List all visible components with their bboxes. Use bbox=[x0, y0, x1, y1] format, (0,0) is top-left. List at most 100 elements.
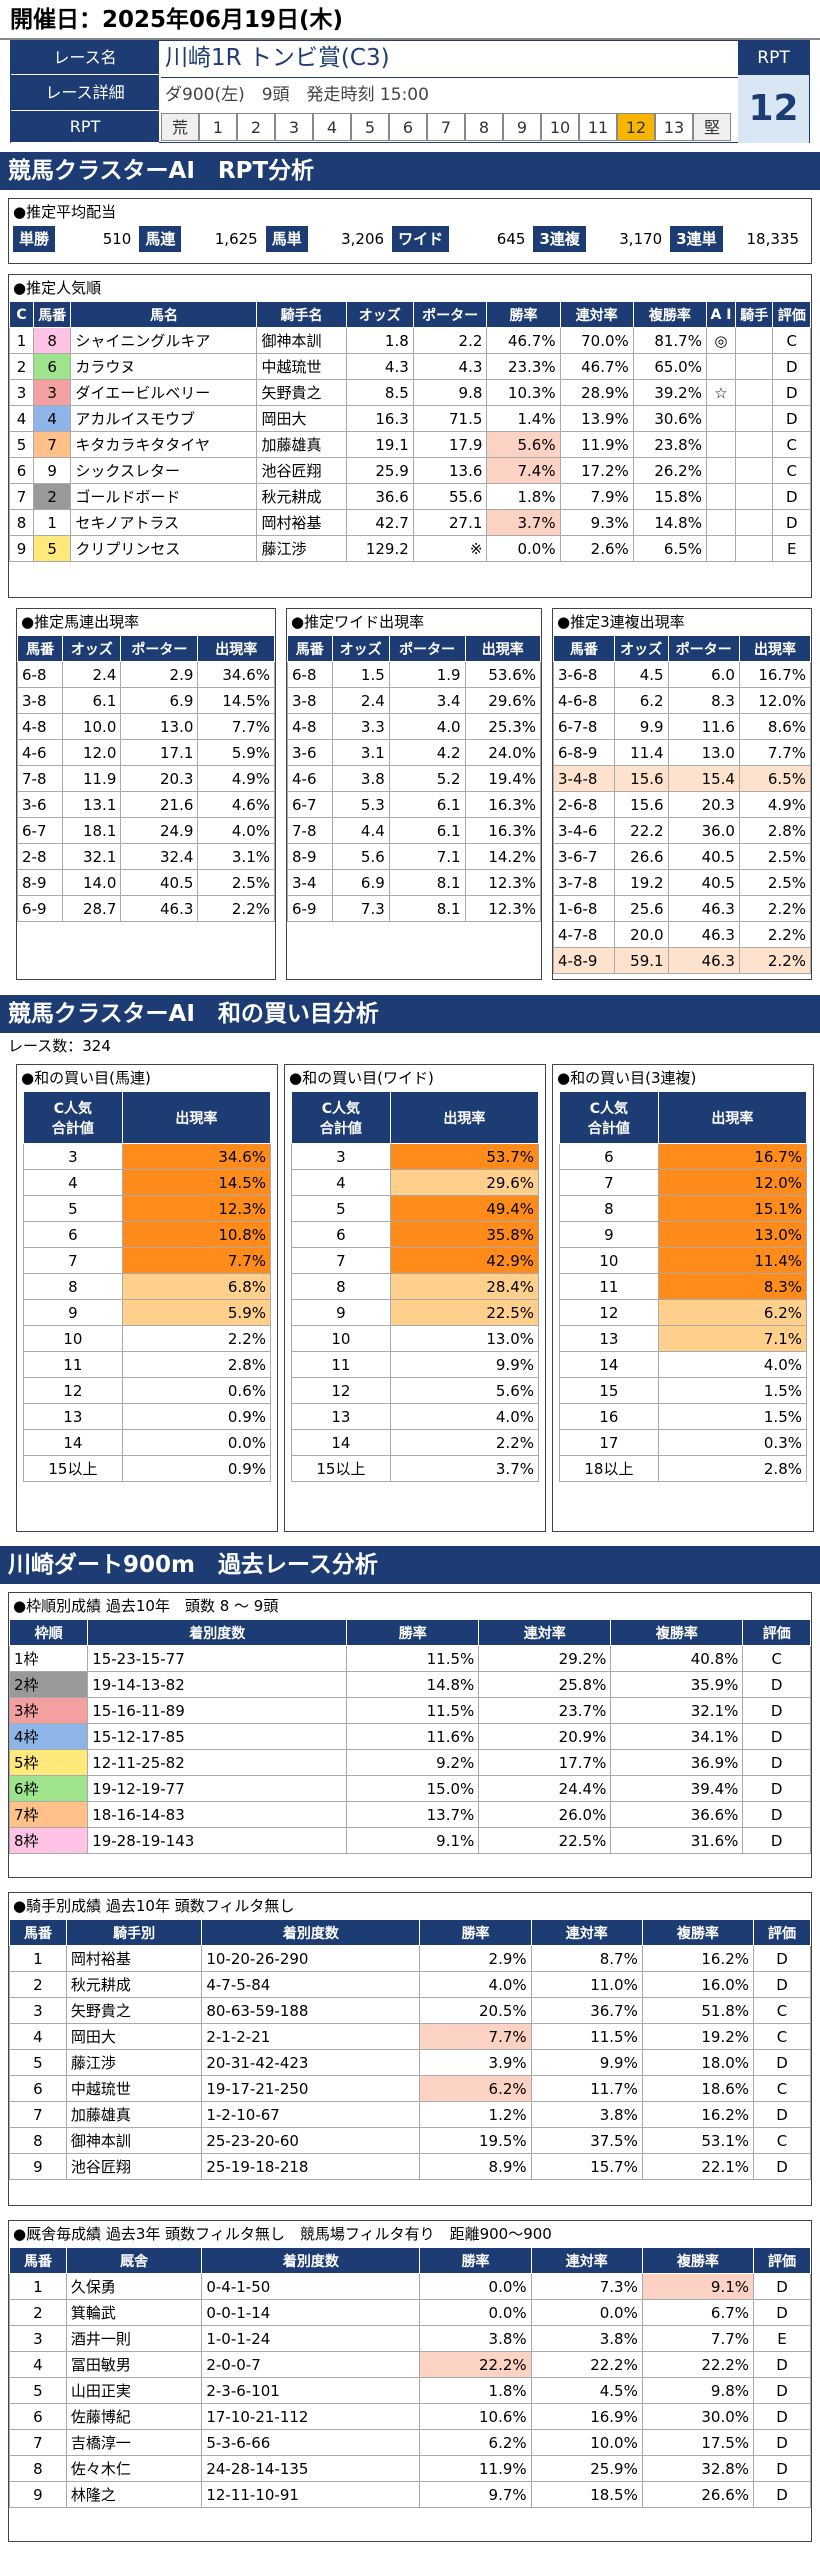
table-cell: 7 bbox=[32, 431, 72, 458]
table-cell: 24.0% bbox=[464, 739, 542, 766]
column-header: 馬番 bbox=[16, 635, 64, 662]
waku-table: 枠順 着別度数 勝率 連対率 複勝率 評価 1枠 15-23-15-77 11.5% 29.2% 4… bbox=[8, 1619, 811, 1854]
trio-caption: ●推定3連複出現率 bbox=[557, 613, 685, 631]
table-cell: 12.3% bbox=[464, 869, 542, 896]
table-row: 3 53.7% bbox=[291, 1143, 540, 1170]
column-header: 勝率 bbox=[419, 1919, 532, 1946]
rpt-scale: 荒 1 2 3 4 5 6 7 8 9 10 11 12 13 堅 bbox=[161, 113, 731, 143]
table-cell: 5-3-6-66 bbox=[201, 2429, 421, 2456]
table-row: 5枠 12-11-25-82 9.2% 17.7% 36.9% D bbox=[8, 1749, 811, 1776]
table-row: 18以上 2.8% bbox=[559, 1455, 808, 1482]
table-cell: 19.2% bbox=[641, 2023, 755, 2050]
table-row: 3枠 15-16-11-89 11.5% 23.7% 32.1% D bbox=[8, 1697, 811, 1724]
table-cell: 6 bbox=[9, 2075, 67, 2102]
table-cell: 19.5% bbox=[419, 2127, 532, 2154]
column-header: ポーター bbox=[388, 635, 466, 662]
table-cell: 35.8% bbox=[389, 1221, 540, 1248]
table-cell: 3.4 bbox=[388, 687, 466, 714]
table-cell: 16.7% bbox=[738, 661, 812, 688]
table-cell: 4.0% bbox=[657, 1351, 808, 1378]
table-cell: 11 bbox=[291, 1351, 391, 1378]
table-cell: 12.0% bbox=[738, 687, 812, 714]
table-cell: アカルイスモウブ bbox=[70, 405, 258, 432]
column-header: A I bbox=[705, 301, 736, 328]
header-line: 合計値 bbox=[587, 1120, 630, 1137]
table-cell: 3 bbox=[32, 379, 72, 406]
table-cell: 129.2 bbox=[345, 535, 414, 562]
table-cell: 36.7% bbox=[530, 1997, 643, 2024]
table-cell: 2.2% bbox=[738, 947, 812, 974]
table-cell: 久保勇 bbox=[65, 2273, 203, 2300]
header-line: C人気 bbox=[321, 1100, 361, 1117]
table-cell: 4-7-5-84 bbox=[201, 1971, 421, 1998]
table-cell: D bbox=[742, 1723, 811, 1750]
race-detail: ダ900(左) 9頭 発走時刻 15:00 bbox=[161, 77, 739, 111]
table-cell: 25-19-18-218 bbox=[201, 2153, 421, 2180]
table-row: 13 0.9% bbox=[23, 1403, 272, 1430]
column-header: 騎手 bbox=[734, 301, 774, 328]
table-cell: 9.7% bbox=[419, 2481, 532, 2508]
table-cell: 15.7% bbox=[530, 2153, 643, 2180]
table-cell: 2枠 bbox=[8, 1671, 89, 1698]
table-row: 4-6 3.8 5.2 19.4% bbox=[287, 765, 542, 792]
table-cell: 1.9 bbox=[388, 661, 466, 688]
table-cell: 4-8 bbox=[16, 713, 64, 740]
table-cell: 9.2% bbox=[346, 1749, 480, 1776]
table-cell: 8 bbox=[559, 1195, 659, 1222]
table-cell: 39.4% bbox=[610, 1775, 744, 1802]
table-cell: 30.6% bbox=[632, 405, 707, 432]
table-row: 9 5.9% bbox=[23, 1299, 272, 1326]
table-row: 3 矢野貴之 80-63-59-188 20.5% 36.7% 51.8% C bbox=[9, 1997, 811, 2024]
table-cell: 13.0 bbox=[120, 713, 199, 740]
table-cell: 17.2% bbox=[559, 457, 634, 484]
rpt-scale-cell: 5 bbox=[351, 113, 389, 141]
table-cell: 17.1 bbox=[120, 739, 199, 766]
table-cell: C bbox=[753, 2127, 811, 2154]
table-row: 1-6-8 25.6 46.3 2.2% bbox=[553, 895, 812, 922]
table-cell: 22.2% bbox=[419, 2351, 532, 2378]
table-cell: 4-6 bbox=[16, 739, 64, 766]
table-cell: 9.9% bbox=[530, 2049, 643, 2076]
table-cell: 3.8% bbox=[419, 2325, 532, 2352]
rpt-scale-cell: 7 bbox=[427, 113, 465, 141]
table-row: 7 7.7% bbox=[23, 1247, 272, 1274]
table-cell bbox=[734, 483, 774, 510]
table-cell: 28.9% bbox=[559, 379, 634, 406]
table-cell: 20.3 bbox=[120, 765, 199, 792]
table-cell: 0.0% bbox=[530, 2299, 643, 2326]
table-cell: 11.7% bbox=[530, 2075, 643, 2102]
column-header: 馬番 bbox=[9, 1919, 67, 1946]
header-row: 馬番 厩舎 着別度数 勝率 連対率 複勝率 評価 bbox=[9, 2247, 811, 2274]
table-cell: 1 bbox=[9, 327, 34, 354]
column-header: 複勝率 bbox=[641, 2247, 755, 2274]
table-row: 1 久保勇 0-4-1-50 0.0% 7.3% 9.1% D bbox=[9, 2273, 811, 2300]
table-cell: 7 bbox=[559, 1169, 659, 1196]
table-cell: 0.0% bbox=[419, 2299, 532, 2326]
table-cell: 46.3 bbox=[120, 895, 199, 922]
table-cell: 10.0 bbox=[62, 713, 122, 740]
table-row: 2 秋元耕成 4-7-5-84 4.0% 11.0% 16.0% D bbox=[9, 1971, 811, 1998]
table-cell: 9 bbox=[32, 457, 72, 484]
table-cell: 11.6% bbox=[346, 1723, 480, 1750]
umaren-caption: ●推定馬連出現率 bbox=[21, 613, 140, 631]
umaren-box: ●推定馬連出現率 馬番 オッズ ポーター 出現率 6-8 2.4 2.9 34.6% 3-8 6.… bbox=[16, 608, 276, 980]
table-cell: 65.0% bbox=[632, 353, 707, 380]
table-cell: 6-7 bbox=[287, 791, 333, 818]
table-cell: 81.7% bbox=[632, 327, 707, 354]
table-cell: 13 bbox=[291, 1403, 391, 1430]
table-cell: 1.5 bbox=[331, 661, 390, 688]
table-cell: 7.7% bbox=[197, 713, 275, 740]
table-cell: 9.9 bbox=[613, 713, 669, 740]
table-row: 6枠 19-12-19-77 15.0% 24.4% 39.4% D bbox=[8, 1775, 811, 1802]
table-cell: 3-4 bbox=[287, 869, 333, 896]
rpt-scale-cell: 荒 bbox=[161, 113, 199, 141]
table-cell: 15.4 bbox=[667, 765, 740, 792]
table-cell: 7.7% bbox=[121, 1247, 272, 1274]
column-header: 騎手名 bbox=[256, 301, 347, 328]
table-cell: 32.1% bbox=[610, 1697, 744, 1724]
table-row: 2枠 19-14-13-82 14.8% 25.8% 35.9% D bbox=[8, 1671, 811, 1698]
table-cell: 岡田大 bbox=[65, 2023, 203, 2050]
table-cell: 3 bbox=[9, 379, 34, 406]
table-cell: 4.0% bbox=[389, 1403, 540, 1430]
table-row: 12 6.2% bbox=[559, 1299, 808, 1326]
